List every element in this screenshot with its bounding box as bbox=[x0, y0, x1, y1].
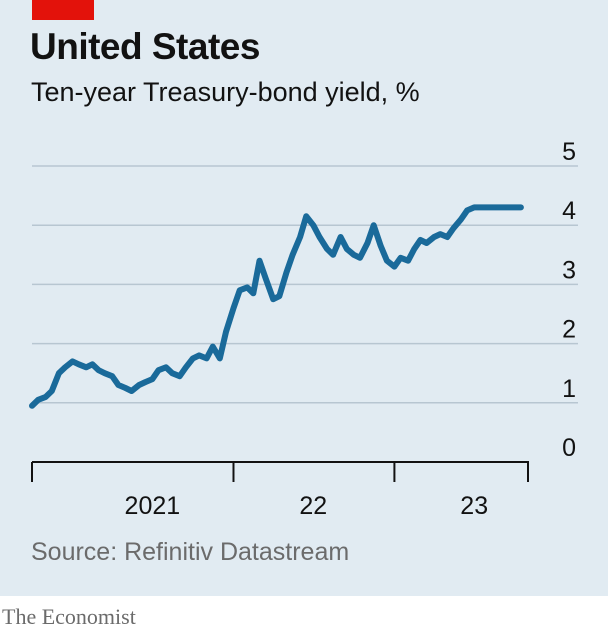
series-layer bbox=[29, 204, 524, 409]
data-point bbox=[89, 361, 95, 367]
source-note: Source: Refinitiv Datastream bbox=[31, 538, 350, 566]
data-point bbox=[485, 204, 491, 210]
chart-subtitle: Ten-year Treasury-bond yield, % bbox=[31, 77, 420, 107]
data-point bbox=[122, 385, 129, 391]
chart-title: United States bbox=[30, 26, 260, 67]
data-point bbox=[398, 255, 404, 261]
data-point bbox=[43, 394, 49, 400]
data-point bbox=[450, 225, 457, 231]
data-point bbox=[237, 287, 243, 293]
data-point bbox=[477, 204, 483, 210]
data-point bbox=[471, 204, 477, 210]
brand-tab-icon bbox=[32, 0, 94, 20]
data-point bbox=[378, 243, 384, 249]
data-point bbox=[458, 216, 464, 222]
data-point bbox=[518, 204, 524, 210]
data-point bbox=[491, 204, 497, 210]
data-point bbox=[276, 293, 282, 299]
data-point bbox=[163, 364, 169, 370]
data-point bbox=[155, 367, 162, 373]
y-tick-label-0: 0 bbox=[562, 434, 576, 462]
y-tick-label-2: 2 bbox=[562, 316, 576, 344]
data-point bbox=[283, 270, 289, 276]
data-point bbox=[338, 234, 344, 240]
data-point bbox=[190, 355, 196, 361]
data-point bbox=[391, 264, 397, 270]
data-point bbox=[263, 275, 269, 282]
data-point bbox=[230, 305, 237, 311]
data-point bbox=[444, 234, 450, 240]
data-point bbox=[76, 361, 82, 367]
data-point bbox=[512, 204, 518, 210]
x-tick-label-23: 23 bbox=[460, 492, 488, 520]
y-tick-label-4: 4 bbox=[562, 197, 576, 225]
data-point bbox=[424, 240, 430, 246]
data-point bbox=[505, 204, 511, 210]
data-point bbox=[411, 246, 417, 252]
data-point bbox=[49, 388, 55, 394]
data-point bbox=[290, 252, 296, 258]
data-point bbox=[431, 234, 437, 240]
gridlines bbox=[32, 165, 578, 404]
data-point bbox=[303, 213, 309, 219]
data-point bbox=[70, 358, 76, 364]
data-point bbox=[217, 355, 223, 361]
data-point bbox=[109, 373, 115, 379]
data-point bbox=[256, 258, 263, 264]
data-point bbox=[498, 204, 505, 210]
data-point bbox=[129, 388, 135, 394]
data-point bbox=[136, 382, 142, 388]
x-tick-label-22: 22 bbox=[299, 492, 327, 520]
data-point bbox=[371, 222, 377, 228]
data-point bbox=[384, 258, 390, 264]
data-point bbox=[29, 403, 35, 409]
data-point bbox=[297, 234, 303, 240]
data-point bbox=[35, 397, 41, 403]
data-point bbox=[204, 355, 210, 361]
data-point bbox=[250, 290, 256, 296]
data-point bbox=[270, 296, 276, 302]
publisher-logo: The Economist bbox=[2, 604, 136, 629]
data-point bbox=[83, 364, 89, 370]
x-tick-label-2021: 2021 bbox=[125, 492, 181, 520]
data-point bbox=[310, 222, 316, 228]
data-point bbox=[56, 370, 62, 376]
data-point bbox=[149, 376, 155, 382]
data-point bbox=[364, 240, 371, 246]
y-tick-label-3: 3 bbox=[562, 256, 576, 284]
data-point bbox=[62, 364, 68, 370]
chart-panel bbox=[0, 0, 608, 596]
data-point bbox=[196, 352, 202, 358]
data-point bbox=[351, 252, 357, 258]
data-point bbox=[405, 258, 411, 264]
y-tick-label-1: 1 bbox=[562, 375, 576, 403]
data-point bbox=[324, 246, 330, 252]
data-point bbox=[244, 284, 250, 290]
data-point bbox=[210, 344, 216, 350]
data-point bbox=[102, 370, 108, 376]
data-point bbox=[464, 207, 470, 213]
y-axis-labels: 0 1 2 3 4 5 bbox=[562, 138, 576, 462]
data-point bbox=[177, 373, 183, 379]
data-point bbox=[330, 252, 336, 258]
data-point bbox=[223, 329, 229, 335]
y-tick-label-5: 5 bbox=[562, 138, 576, 166]
data-point bbox=[115, 382, 121, 388]
data-point bbox=[437, 231, 443, 237]
data-point bbox=[183, 364, 189, 370]
data-point bbox=[169, 370, 175, 376]
data-point bbox=[344, 246, 350, 252]
data-point bbox=[357, 255, 363, 261]
x-axis: 2021 22 23 bbox=[31, 461, 529, 520]
data-point bbox=[417, 237, 423, 243]
data-point bbox=[142, 379, 148, 385]
data-point bbox=[316, 234, 323, 240]
data-point bbox=[96, 367, 102, 373]
